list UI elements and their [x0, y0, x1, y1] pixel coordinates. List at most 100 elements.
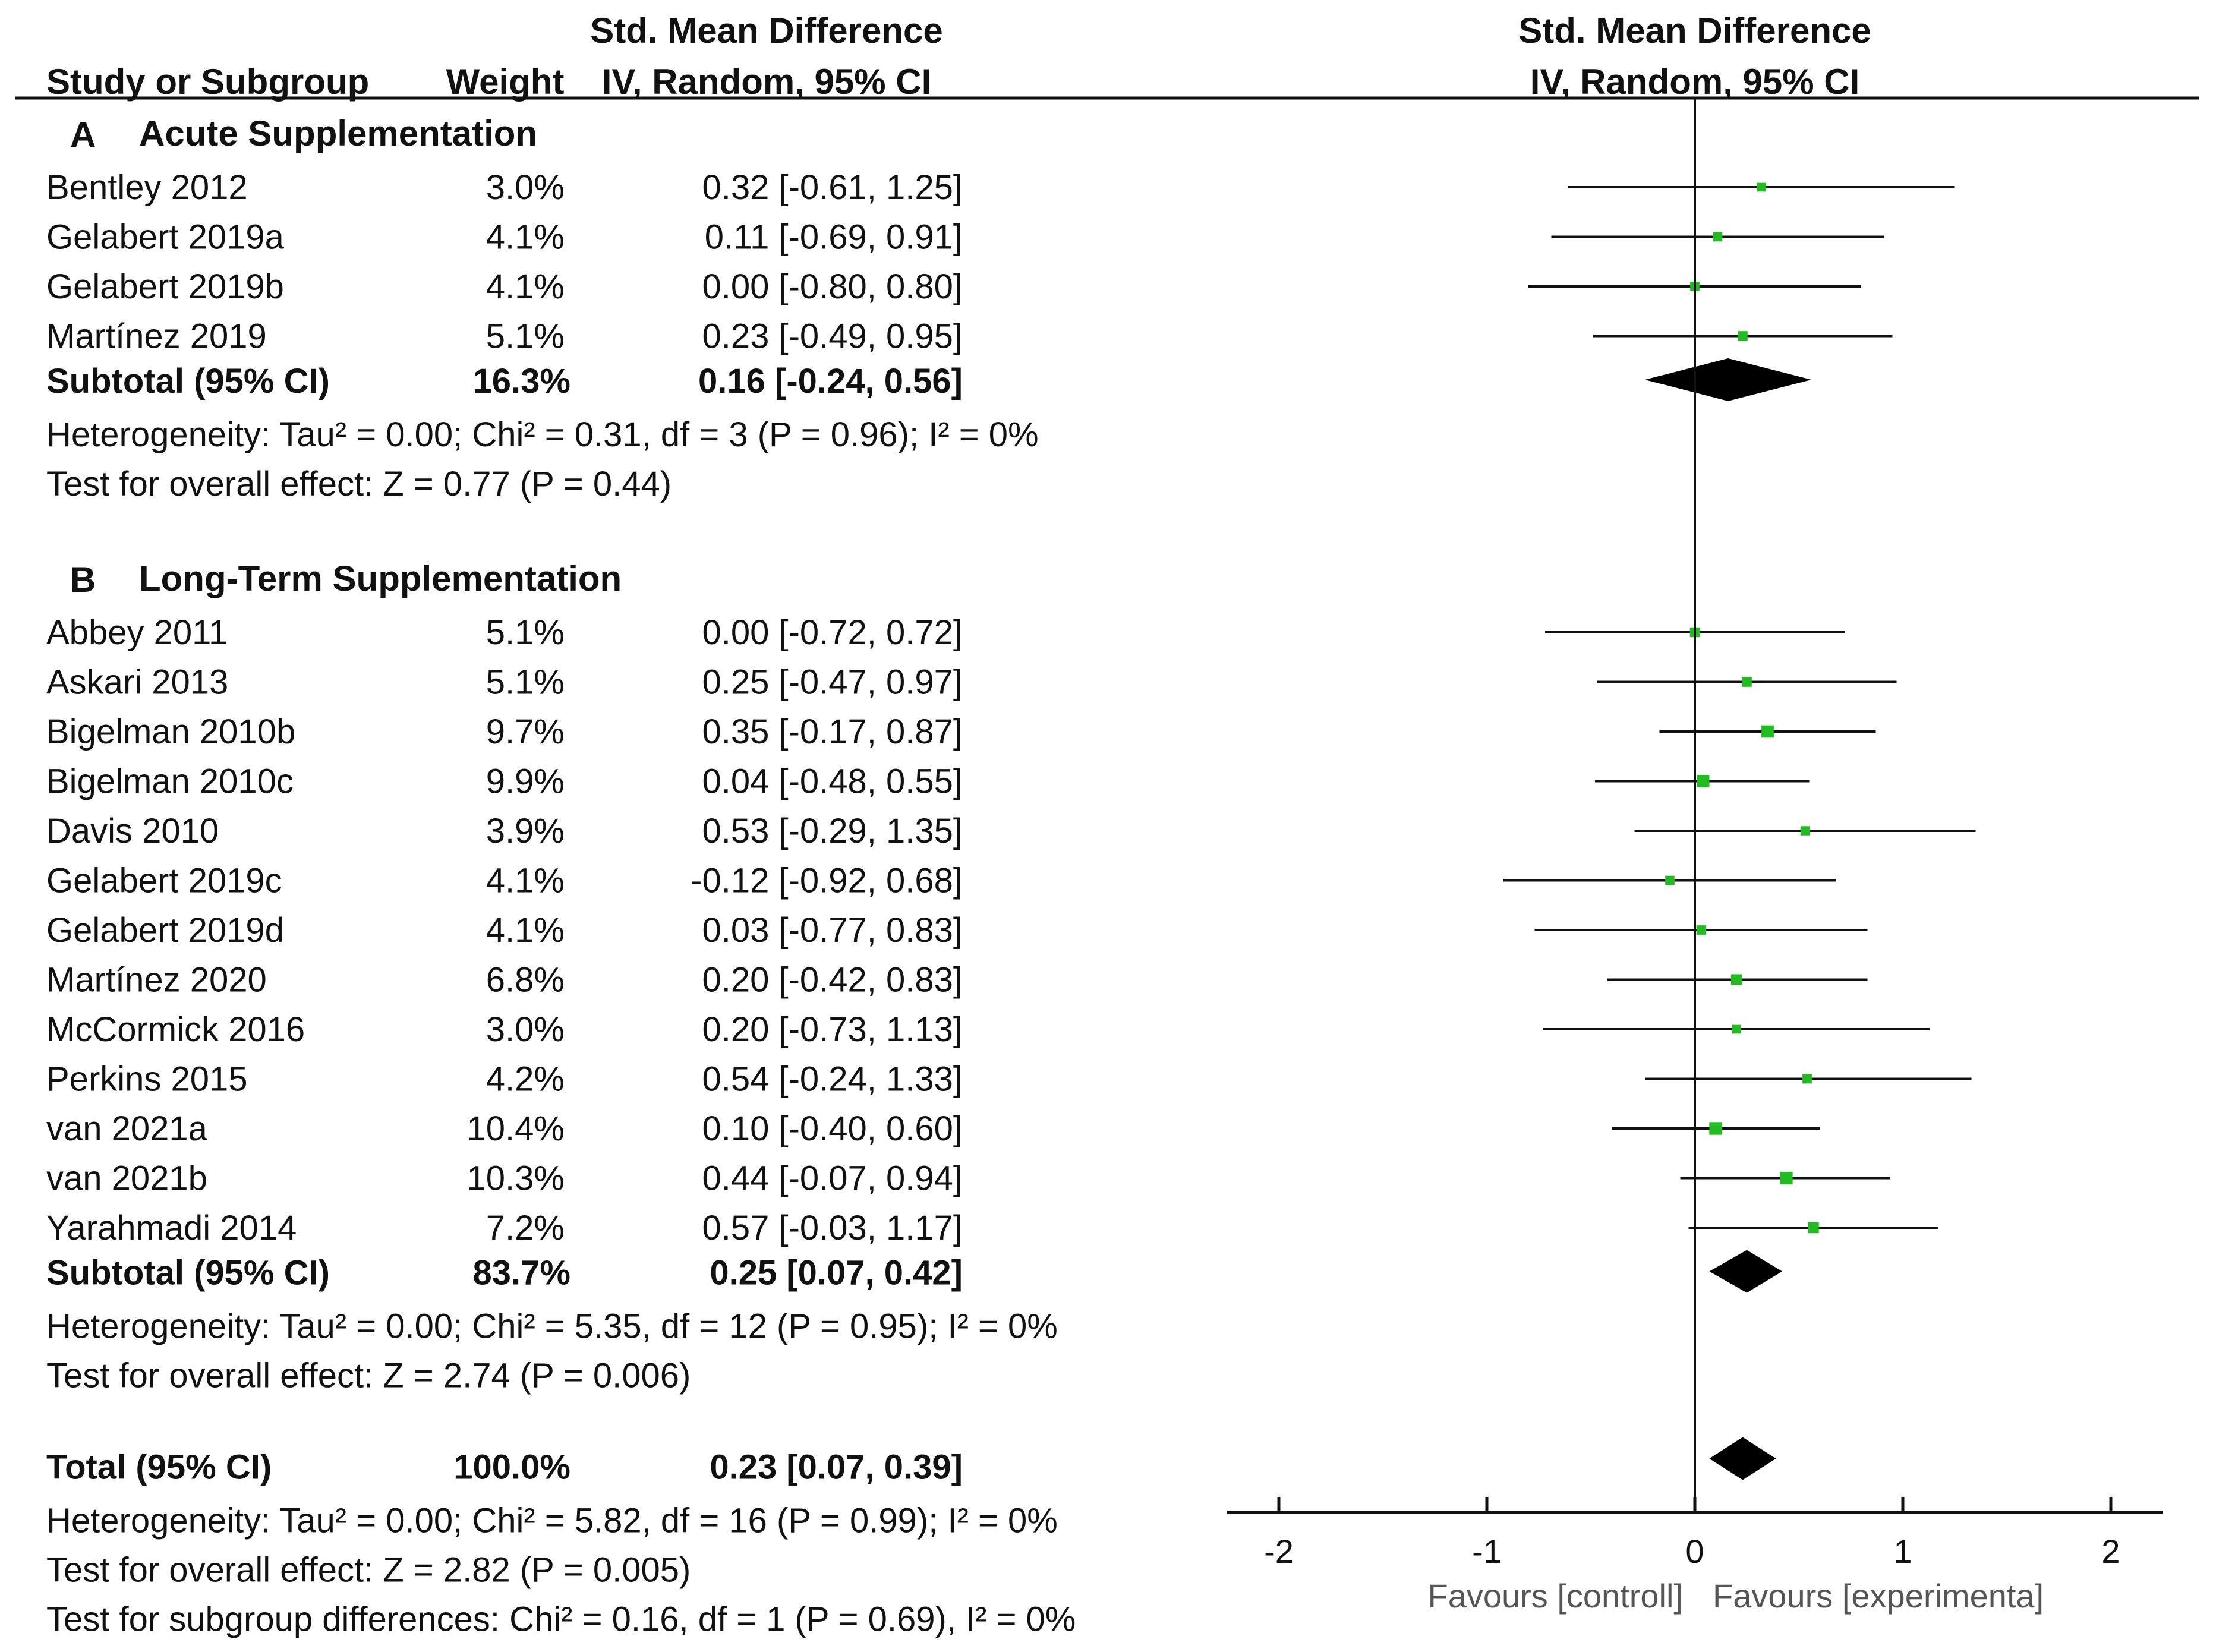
plot-header-line1: Std. Mean Difference [1518, 11, 1871, 51]
study-ci-text: 0.23 [-0.49, 0.95] [702, 317, 963, 356]
study-ci-text: 0.20 [-0.42, 0.83] [702, 961, 963, 1000]
study-name: Abbey 2011 [46, 613, 228, 652]
effect-marker [1730, 974, 1742, 985]
plot-header-line2: IV, Random, 95% CI [1530, 62, 1860, 102]
x-tick-label: 0 [1685, 1533, 1704, 1570]
subgroup-diff-text: Test for subgroup differences: Chi² = 0.… [46, 1600, 1076, 1639]
study-ci-text: 0.04 [-0.48, 0.55] [702, 762, 963, 801]
study-weight: 4.2% [486, 1060, 565, 1099]
favours-right-label: Favours [experimenta] [1713, 1577, 2044, 1615]
study-ci-text: 0.00 [-0.80, 0.80] [702, 267, 963, 306]
study-name: van 2021b [46, 1159, 207, 1198]
effect-marker [1761, 725, 1774, 738]
study-ci-text: 0.54 [-0.24, 1.33] [702, 1060, 963, 1099]
effect-marker [1738, 331, 1748, 341]
total-weight: 100.0% [453, 1448, 570, 1487]
group-letter: A [70, 115, 96, 155]
subtotal-ci-text: 0.25 [0.07, 0.42] [710, 1254, 963, 1292]
effect-marker [1709, 1122, 1722, 1135]
group-title: Long-Term Supplementation [139, 559, 622, 598]
effect-marker [1800, 826, 1810, 836]
study-weight: 10.4% [467, 1109, 565, 1148]
study-name: Yarahmadi 2014 [46, 1209, 297, 1247]
header-weight: Weight [446, 62, 565, 102]
effect-marker [1780, 1171, 1793, 1185]
x-axis: -2 -1 0 1 2 Favours [controll] Favours [experi… [1227, 98, 2163, 1615]
subtotal-diamond [1645, 358, 1811, 401]
study-weight: 9.7% [486, 712, 565, 751]
study-ci-text: 0.20 [-0.73, 1.13] [702, 1010, 963, 1049]
study-ci-text: 0.10 [-0.40, 0.60] [702, 1109, 963, 1148]
total-diamond [1709, 1437, 1776, 1480]
subtotal-weight: 83.7% [473, 1254, 570, 1292]
subtotal-label: Subtotal (95% CI) [46, 1254, 330, 1292]
x-tick-label: 1 [1893, 1533, 1912, 1570]
subtotal-label: Subtotal (95% CI) [46, 362, 330, 401]
study-ci-text: 0.57 [-0.03, 1.17] [702, 1209, 963, 1247]
study-ci-text: 0.53 [-0.29, 1.35] [702, 812, 963, 850]
study-weight: 5.1% [486, 663, 565, 702]
group-letter: B [70, 560, 96, 600]
header-study: Study or Subgroup [46, 62, 369, 102]
total-ci-text: 0.23 [0.07, 0.39] [710, 1448, 963, 1487]
overall-effect-text: Test for overall effect: Z = 0.77 (P = 0… [46, 465, 672, 503]
x-tick-label: -1 [1472, 1533, 1502, 1570]
study-weight: 5.1% [486, 613, 565, 652]
study-name: Bigelman 2010b [46, 712, 295, 751]
x-tick-label: -2 [1264, 1533, 1294, 1570]
heterogeneity-text: Heterogeneity: Tau² = 0.00; Chi² = 5.35,… [46, 1307, 1058, 1346]
header-effect-line2: IV, Random, 95% CI [602, 62, 932, 102]
study-weight: 4.1% [486, 862, 565, 900]
study-weight: 3.0% [486, 168, 565, 207]
study-weight: 5.1% [486, 317, 565, 356]
study-name: van 2021a [46, 1109, 208, 1148]
study-ci-text: 0.44 [-0.07, 0.94] [702, 1159, 963, 1198]
study-weight: 7.2% [486, 1209, 565, 1247]
study-ci-text: 0.00 [-0.72, 0.72] [702, 613, 963, 652]
subtotal-diamond [1709, 1250, 1782, 1293]
study-name: Askari 2013 [46, 663, 228, 702]
study-ci-text: 0.35 [-0.17, 0.87] [702, 712, 963, 751]
study-name: Gelabert 2019c [46, 862, 282, 900]
total-label: Total (95% CI) [46, 1448, 272, 1487]
header-effect-line1: Std. Mean Difference [590, 11, 942, 51]
total-heterogeneity-text: Heterogeneity: Tau² = 0.00; Chi² = 5.82,… [46, 1502, 1058, 1540]
group-title: Acute Supplementation [139, 114, 537, 153]
study-weight: 9.9% [486, 762, 565, 801]
effect-marker [1732, 1024, 1741, 1034]
study-name: Bentley 2012 [46, 168, 248, 207]
overall-effect-text: Test for overall effect: Z = 2.74 (P = 0… [46, 1357, 691, 1395]
study-name: Gelabert 2019d [46, 911, 284, 950]
heterogeneity-text: Heterogeneity: Tau² = 0.00; Chi² = 0.31,… [46, 415, 1039, 454]
study-name: Bigelman 2010c [46, 762, 294, 801]
effect-marker [1802, 1074, 1812, 1084]
study-weight: 3.0% [486, 1010, 565, 1049]
effect-marker [1697, 775, 1710, 787]
study-name: Perkins 2015 [46, 1060, 248, 1099]
study-ci-text: 0.03 [-0.77, 0.83] [702, 911, 963, 950]
study-weight: 6.8% [486, 961, 565, 1000]
study-ci-text: 0.25 [-0.47, 0.97] [702, 663, 963, 702]
study-name: Martínez 2020 [46, 961, 267, 1000]
study-name: McCormick 2016 [46, 1010, 305, 1049]
effect-marker [1665, 875, 1675, 885]
subtotal-ci-text: 0.16 [-0.24, 0.56] [698, 362, 963, 401]
study-name: Gelabert 2019a [46, 218, 285, 257]
study-weight: 4.1% [486, 267, 565, 306]
rows-layer: A Acute Supplementation Bentley 2012 3.0% 0.… [46, 114, 1976, 1639]
x-tick-label: 2 [2101, 1533, 2120, 1570]
study-name: Davis 2010 [46, 812, 219, 850]
study-weight: 4.1% [486, 218, 565, 257]
effect-marker [1808, 1222, 1819, 1234]
subtotal-weight: 16.3% [473, 362, 570, 401]
study-weight: 10.3% [467, 1159, 565, 1198]
study-name: Gelabert 2019b [46, 267, 284, 306]
favours-left-label: Favours [controll] [1428, 1577, 1684, 1615]
study-weight: 4.1% [486, 911, 565, 950]
study-name: Martínez 2019 [46, 317, 267, 356]
total-overall-effect-text: Test for overall effect: Z = 2.82 (P = 0… [46, 1551, 691, 1590]
study-ci-text: -0.12 [-0.92, 0.68] [691, 862, 963, 900]
effect-marker [1713, 232, 1723, 242]
study-weight: 3.9% [486, 812, 565, 850]
